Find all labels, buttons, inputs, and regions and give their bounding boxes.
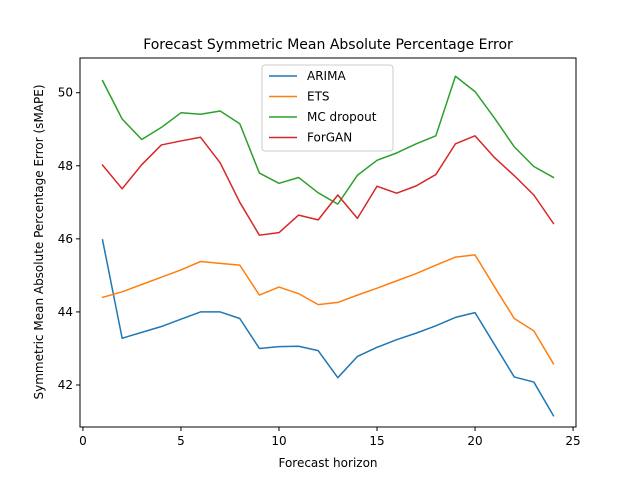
plot-frame bbox=[79, 57, 577, 428]
legend: ARIMA ETS MC dropout ForGAN bbox=[261, 64, 394, 152]
legend-label: MC dropout bbox=[307, 110, 377, 124]
legend-label: ARIMA bbox=[307, 69, 346, 83]
x-tick-label: 20 bbox=[467, 434, 482, 448]
x-tick-label: 15 bbox=[369, 434, 384, 448]
y-tick-label: 46 bbox=[58, 232, 73, 246]
legend-label: ForGAN bbox=[307, 131, 352, 145]
series-line-arima bbox=[101, 239, 555, 417]
x-tick-label: 25 bbox=[565, 434, 580, 448]
x-axis: 0 5 10 15 20 25 bbox=[79, 427, 581, 448]
y-axis-label: Symmetric Mean Absolute Percentage Error… bbox=[32, 84, 46, 399]
x-tick-label: 0 bbox=[79, 434, 87, 448]
y-tick-label: 48 bbox=[58, 159, 73, 173]
x-tick-label: 5 bbox=[177, 434, 185, 448]
x-tick-label: 10 bbox=[271, 434, 286, 448]
series-line-forgan bbox=[101, 135, 555, 236]
y-tick-label: 50 bbox=[58, 86, 73, 100]
series-line-mc-dropout bbox=[101, 75, 555, 205]
y-tick-label: 44 bbox=[58, 305, 73, 319]
x-axis-label: Forecast horizon bbox=[278, 456, 377, 470]
legend-label: ETS bbox=[307, 90, 330, 104]
series-line-ets bbox=[101, 254, 555, 365]
chart-title: Forecast Symmetric Mean Absolute Percent… bbox=[143, 37, 513, 53]
y-tick-label: 42 bbox=[58, 378, 73, 392]
series-layer bbox=[101, 75, 555, 417]
legend-box bbox=[261, 64, 394, 152]
y-axis: 42 44 46 48 50 bbox=[58, 86, 80, 392]
